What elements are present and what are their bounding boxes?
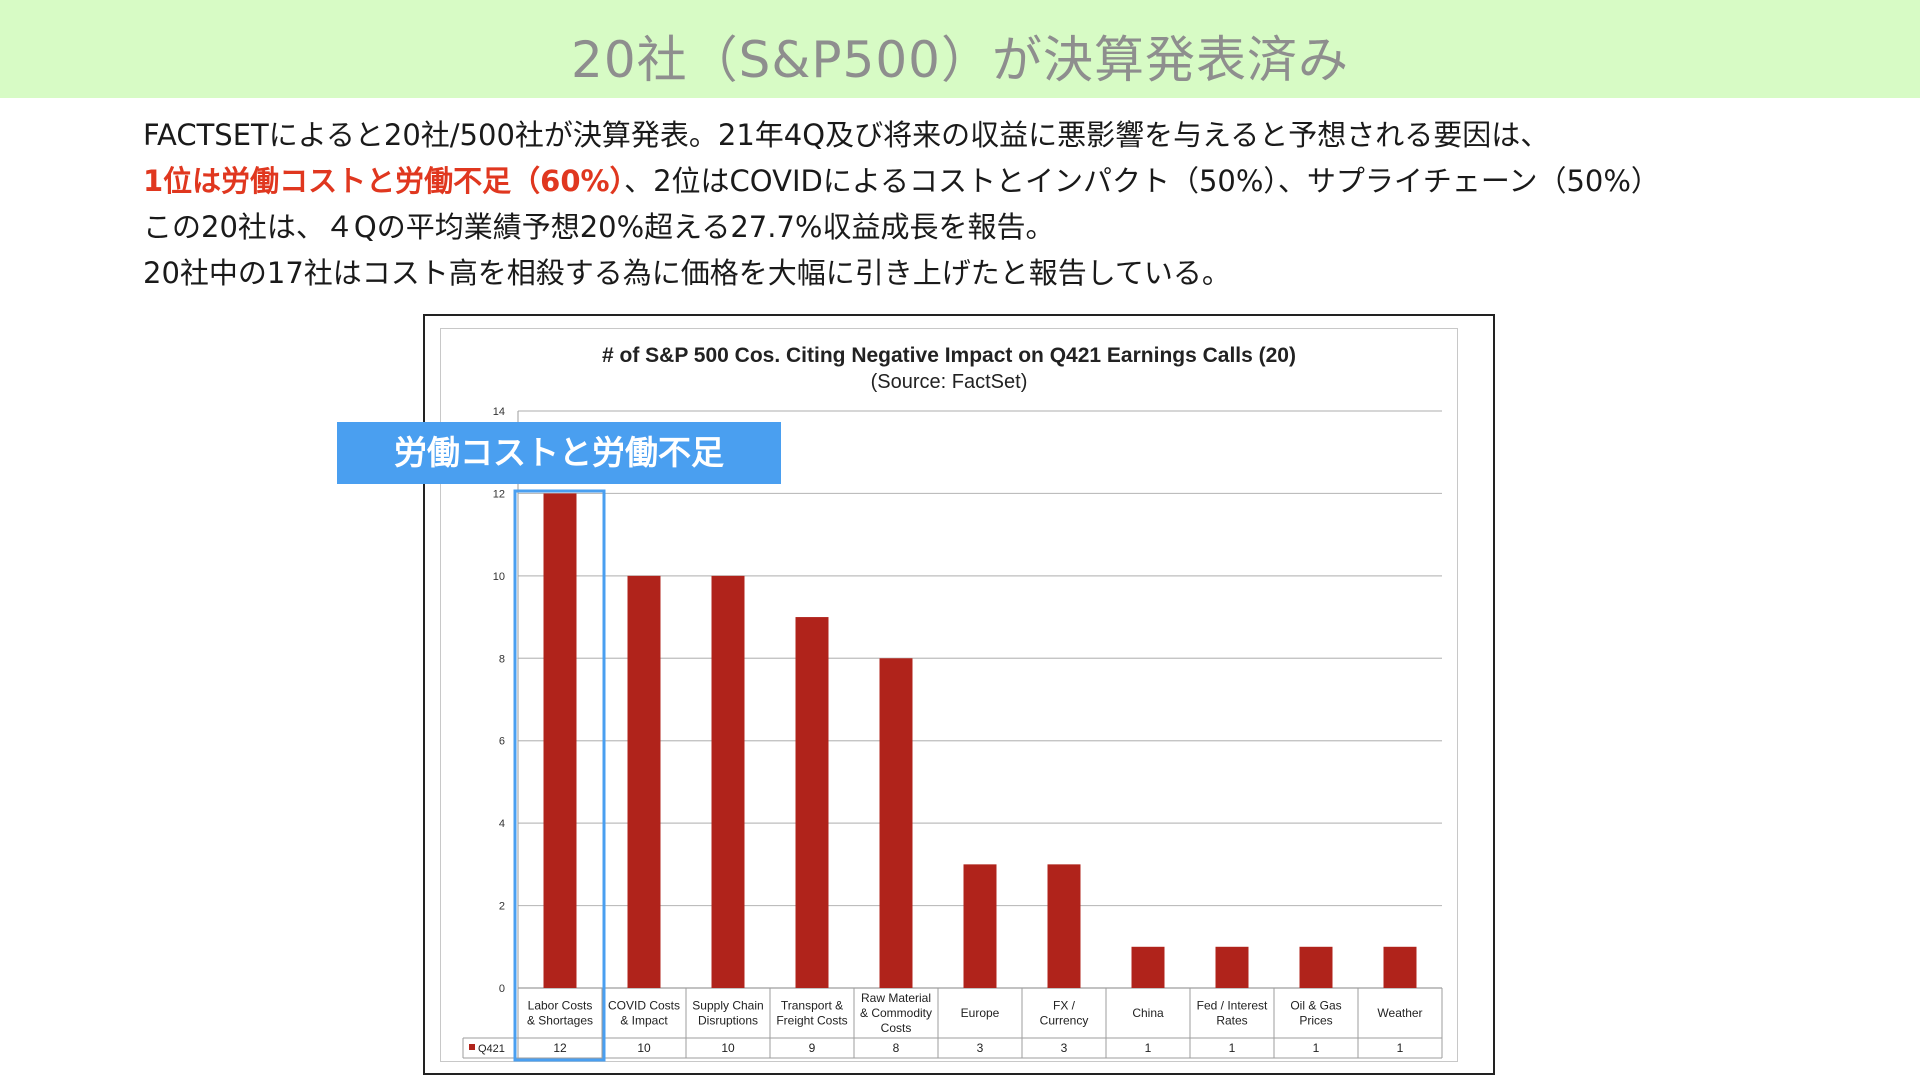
bar xyxy=(1047,864,1081,988)
x-category-label: Raw Material xyxy=(861,991,931,1005)
x-category-label: Transport & xyxy=(781,999,843,1013)
y-tick-label: 12 xyxy=(493,488,505,500)
x-category-label: FX / xyxy=(1053,999,1076,1013)
body-line-3: この20社は、４Qの平均業績予想20%超える27.7%収益成長を報告。 xyxy=(143,210,1055,244)
bar xyxy=(963,864,997,988)
bar xyxy=(543,493,577,988)
data-table-value: 10 xyxy=(721,1041,735,1055)
callout-label: 労働コストと労働不足 xyxy=(337,422,781,484)
x-category-label: & Commodity xyxy=(860,1006,932,1020)
chart-inner-border xyxy=(440,328,1458,1062)
bar xyxy=(795,617,829,988)
bar xyxy=(1215,946,1249,988)
x-category-label: Oil & Gas xyxy=(1290,999,1341,1013)
bar xyxy=(627,575,661,988)
data-table-value: 1 xyxy=(1145,1041,1152,1055)
data-table-value: 12 xyxy=(553,1041,567,1055)
y-tick-label: 4 xyxy=(499,818,505,830)
chart-title: # of S&P 500 Cos. Citing Negative Impact… xyxy=(602,344,1296,367)
body-line-2-highlight: 1位は労働コストと労働不足（60%） xyxy=(143,164,625,198)
data-table-value: 1 xyxy=(1229,1041,1236,1055)
data-table-value: 3 xyxy=(1061,1041,1068,1055)
y-tick-label: 14 xyxy=(493,406,505,418)
legend-swatch xyxy=(469,1044,475,1050)
y-tick-label: 2 xyxy=(499,901,505,913)
bar xyxy=(1383,946,1417,988)
slide-title: 20社（S&P500）が決算発表済み xyxy=(571,31,1349,89)
data-table-value: 1 xyxy=(1397,1041,1404,1055)
y-tick-label: 10 xyxy=(493,571,505,583)
x-category-label: Weather xyxy=(1377,1006,1422,1020)
body-text: FACTSETによると20社/500社が決算発表。21年4Q及び将来の収益に悪影… xyxy=(143,112,1863,296)
bar xyxy=(1131,946,1165,988)
body-line-4: 20社中の17社はコスト高を相殺する為に価格を大幅に引き上げたと報告している。 xyxy=(143,256,1231,290)
x-category-label: Labor Costs xyxy=(528,999,593,1013)
callout-highlight-box xyxy=(513,489,606,1062)
y-tick-label: 8 xyxy=(499,653,505,665)
x-category-label: COVID Costs xyxy=(608,999,680,1013)
x-category-label: Supply Chain xyxy=(692,999,763,1013)
x-category-label: Europe xyxy=(961,1006,1000,1020)
data-table-value: 3 xyxy=(977,1041,984,1055)
legend-series-name: Q421 xyxy=(478,1043,505,1055)
bar xyxy=(711,575,745,988)
x-category-label: Rates xyxy=(1216,1014,1247,1028)
data-table-value: 1 xyxy=(1313,1041,1320,1055)
x-category-label: Freight Costs xyxy=(776,1014,847,1028)
y-tick-label: 6 xyxy=(499,736,505,748)
body-line-2-rest: 、2位はCOVIDによるコストとインパクト（50%）、サプライチェーン（50%） xyxy=(624,164,1660,198)
chart-subtitle: (Source: FactSet) xyxy=(870,371,1028,393)
bar xyxy=(879,658,913,988)
x-category-label: Prices xyxy=(1299,1014,1332,1028)
data-table-value: 8 xyxy=(893,1041,900,1055)
body-line-2: 1位は労働コストと労働不足（60%）、2位はCOVIDによるコストとインパクト（… xyxy=(143,158,1863,204)
data-table-value: 9 xyxy=(809,1041,816,1055)
y-tick-label: 0 xyxy=(499,983,505,995)
x-category-label: Currency xyxy=(1040,1014,1089,1028)
title-bar: 20社（S&P500）が決算発表済み xyxy=(0,0,1920,98)
x-category-label: & Shortages xyxy=(527,1014,593,1028)
x-category-label: China xyxy=(1132,1006,1164,1020)
x-category-label: & Impact xyxy=(620,1014,668,1028)
body-line-1: FACTSETによると20社/500社が決算発表。21年4Q及び将来の収益に悪影… xyxy=(143,118,1550,152)
bar xyxy=(1299,946,1333,988)
x-category-label: Disruptions xyxy=(698,1014,758,1028)
x-category-label: Costs xyxy=(881,1021,912,1035)
data-table-value: 10 xyxy=(637,1041,651,1055)
x-category-label: Fed / Interest xyxy=(1197,999,1268,1013)
